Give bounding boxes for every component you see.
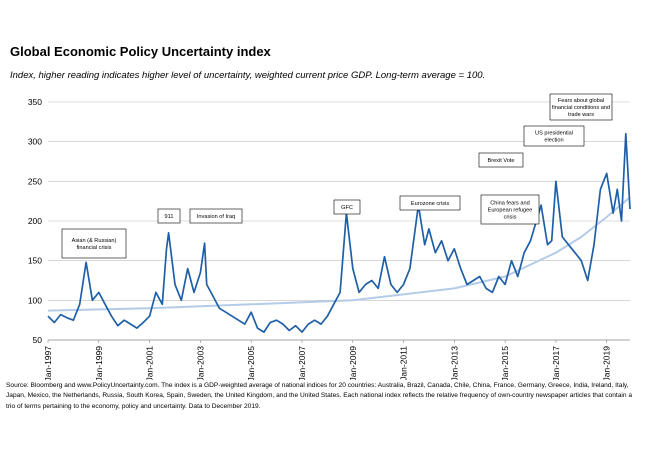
- annotation-text: China fears and European refugee crisis: [488, 201, 533, 221]
- x-tick-labels: Jan-1997 Jan-1999 Jan-2001 Jan-2003 Jan-2005…: [43, 340, 612, 380]
- y-tick-label-100: 100: [28, 295, 42, 305]
- annotation-box: [333, 199, 361, 215]
- annotation-box: [61, 228, 127, 259]
- annotation-box: [157, 208, 181, 224]
- x-tick-label-Jan-2005: Jan-2005: [246, 346, 256, 380]
- chart-title: Global Economic Policy Uncertainty index: [10, 44, 271, 59]
- y-tick-label-200: 200: [28, 216, 42, 226]
- y-tick-label-50: 50: [33, 335, 43, 345]
- annotation: Invasion of Iraq: [189, 208, 243, 224]
- annotation-box: [480, 194, 540, 225]
- x-tick-label-Jan-1999: Jan-1999: [94, 346, 104, 380]
- annotation-box: [549, 93, 613, 121]
- annotation-text: US presidential election: [535, 131, 573, 144]
- annotation: Eurozone crisis: [399, 195, 461, 211]
- annotation: Asian (& Russian) financial crisis: [61, 228, 127, 259]
- x-tick-label-Jan-2009: Jan-2009: [348, 346, 358, 380]
- annotation: Brexit Vote: [478, 152, 524, 168]
- x-tick-label-Jan-2017: Jan-2017: [551, 346, 561, 380]
- x-tick-label-Jan-1997: Jan-1997: [43, 346, 53, 380]
- annotation-text: GFC: [341, 205, 353, 211]
- annotation-box: [399, 195, 461, 211]
- x-tick-label-Jan-2019: Jan-2019: [602, 346, 612, 380]
- annotation: GFC: [333, 199, 361, 215]
- annotation: China fears and European refugee crisis: [480, 194, 540, 225]
- x-tick-label-Jan-2003: Jan-2003: [195, 346, 205, 380]
- annotation-text: Brexit Vote: [487, 158, 514, 164]
- x-tick-label-Jan-2013: Jan-2013: [449, 346, 459, 380]
- annotation-text: 911: [165, 214, 174, 220]
- y-tick-label-300: 300: [28, 137, 42, 147]
- annotation-text: Fears about global financial conditions a…: [552, 98, 610, 118]
- y-tick-label-250: 250: [28, 176, 42, 186]
- source-note: Source: Bloomberg and www.PolicyUncertai…: [6, 382, 633, 410]
- x-tick-label-Jan-2007: Jan-2007: [297, 346, 307, 380]
- y-tick-label-150: 150: [28, 256, 42, 266]
- chart-subtitle: Index, higher reading indicates higher l…: [10, 70, 486, 81]
- annotation-text: Eurozone crisis: [411, 201, 449, 207]
- y-tick-label-350: 350: [28, 97, 42, 107]
- annotation-box: [523, 125, 585, 147]
- annotation: US presidential election: [523, 125, 585, 147]
- annotation: 911: [157, 208, 181, 224]
- x-tick-label-Jan-2001: Jan-2001: [145, 346, 155, 380]
- annotation-text: Asian (& Russian) financial crisis: [72, 238, 117, 251]
- annotation-box: [478, 152, 524, 168]
- annotation: Fears about global financial conditions a…: [549, 93, 613, 121]
- y-tick-labels: 50 100 150 200 250 300 350: [28, 97, 42, 345]
- x-tick-label-Jan-2011: Jan-2011: [399, 346, 409, 380]
- x-tick-label-Jan-2015: Jan-2015: [500, 346, 510, 380]
- annotation-text: Invasion of Iraq: [197, 214, 235, 220]
- event-annotations: Asian (& Russian) financial crisis 911 Inva…: [61, 93, 613, 259]
- epu-series-line: [47, 132, 631, 333]
- annotation-box: [189, 208, 243, 224]
